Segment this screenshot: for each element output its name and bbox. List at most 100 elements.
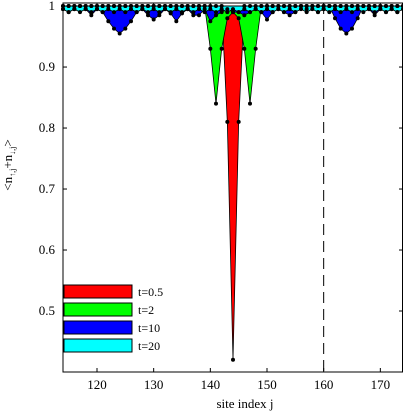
data-point	[299, 4, 303, 9]
data-point	[333, 7, 337, 12]
legend: t=0.5 t=2 t=10 t=20	[63, 284, 163, 353]
data-point	[214, 10, 218, 15]
data-point	[299, 7, 303, 12]
y-tick-label: 0.5	[39, 303, 55, 318]
data-point	[112, 26, 116, 31]
data-point	[225, 119, 230, 124]
data-point	[253, 46, 258, 51]
data-point	[395, 4, 400, 9]
data-point	[282, 10, 286, 15]
data-point	[367, 4, 371, 9]
data-point	[219, 7, 224, 12]
data-point	[333, 4, 337, 9]
legend-swatch	[63, 320, 133, 335]
data-point	[123, 26, 128, 31]
data-point	[197, 13, 201, 18]
data-point	[202, 7, 207, 12]
y-axis-label-mid: +n	[0, 154, 15, 168]
data-point	[225, 7, 230, 12]
y-axis-label-main: <n	[0, 176, 15, 190]
data-point	[197, 4, 201, 9]
data-point	[355, 4, 360, 9]
data-point	[146, 4, 150, 9]
data-point	[225, 16, 230, 21]
x-tick-label: 160	[314, 377, 334, 392]
y-axis-label-end: >	[0, 139, 15, 146]
data-point	[338, 10, 343, 15]
y-tick-label: 0.9	[39, 59, 55, 74]
data-point	[129, 4, 133, 9]
y-tick-label: 0.8	[39, 120, 55, 135]
data-point	[123, 10, 128, 15]
data-point	[231, 7, 235, 12]
data-point	[208, 19, 213, 24]
data-point	[185, 4, 190, 9]
data-point	[83, 4, 88, 9]
data-point	[117, 31, 122, 36]
data-point	[242, 13, 247, 18]
data-point	[78, 4, 82, 9]
data-point	[310, 4, 315, 9]
x-tick-label: 150	[257, 377, 277, 392]
data-point	[163, 7, 167, 12]
data-point	[191, 4, 196, 9]
data-point	[214, 4, 218, 9]
data-point	[214, 13, 218, 18]
data-point	[338, 4, 343, 9]
data-point	[384, 4, 388, 9]
data-point	[287, 4, 292, 9]
x-axis-label: site index j	[216, 396, 273, 411]
y-tick-label: 0.6	[39, 242, 56, 257]
data-point	[344, 31, 349, 36]
data-point	[174, 19, 179, 24]
y-axis-label-sub2: ↓,j	[8, 147, 17, 155]
data-point	[372, 4, 377, 9]
data-point	[361, 10, 366, 15]
data-point	[327, 4, 332, 9]
data-point	[214, 101, 218, 106]
data-point	[185, 7, 190, 12]
data-point	[248, 101, 252, 106]
data-point	[350, 10, 354, 15]
data-point	[333, 16, 337, 21]
data-point	[350, 4, 354, 9]
data-point	[100, 4, 105, 9]
data-point	[355, 16, 360, 21]
data-point	[327, 10, 332, 15]
data-point	[270, 10, 275, 15]
data-point	[304, 7, 309, 12]
data-point	[270, 4, 275, 9]
data-point	[112, 10, 116, 15]
data-point	[129, 19, 133, 24]
data-point	[225, 10, 230, 15]
data-point	[66, 4, 71, 9]
data-point	[134, 4, 139, 9]
data-point	[106, 4, 111, 9]
data-point	[236, 16, 241, 21]
data-point	[89, 10, 94, 15]
data-point	[316, 4, 320, 9]
data-point	[259, 10, 264, 15]
legend-swatch	[63, 284, 133, 299]
data-point	[106, 19, 111, 24]
data-point	[163, 4, 167, 9]
data-point	[191, 10, 196, 15]
data-point	[304, 10, 309, 15]
data-point	[174, 7, 179, 12]
data-point	[344, 4, 349, 9]
data-point	[242, 7, 247, 12]
data-point	[389, 4, 394, 9]
y-axis-label: <n↑,j+n↓,j>	[0, 139, 17, 191]
data-point	[276, 7, 281, 12]
data-point	[208, 7, 213, 12]
legend-label: t=0.5	[138, 285, 163, 299]
data-point	[123, 4, 128, 9]
data-point	[89, 13, 94, 18]
data-point	[248, 10, 252, 15]
x-tick-label: 140	[201, 377, 221, 392]
legend-swatch	[63, 338, 133, 353]
data-point	[231, 357, 235, 362]
data-point	[304, 4, 309, 9]
data-point	[66, 10, 71, 15]
